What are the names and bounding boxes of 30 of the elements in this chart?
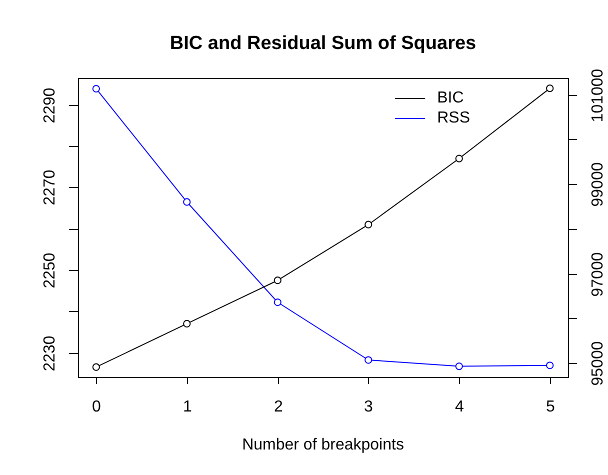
legend-label: BIC	[437, 89, 464, 106]
point	[183, 198, 191, 206]
point	[455, 362, 463, 370]
x-tick-label: 1	[183, 398, 192, 416]
y2-tick-label: 101000	[589, 68, 606, 122]
x-tick-label: 3	[364, 398, 374, 416]
x-tick-label: 0	[92, 398, 102, 416]
y2-tick-label: 97000	[589, 252, 606, 297]
point	[364, 220, 372, 228]
x-axis-title: Number of breakpoints	[242, 436, 404, 454]
point	[92, 363, 100, 371]
legend-label: RSS	[437, 109, 470, 126]
y-tick-label: 2230	[41, 336, 58, 372]
point	[546, 362, 554, 370]
y-tick-label: 2290	[41, 88, 58, 124]
point	[455, 154, 463, 162]
y-tick-label: 2270	[41, 170, 58, 206]
y2-tick-label: 95000	[589, 341, 606, 386]
x-tick-label: 5	[546, 398, 556, 416]
point	[92, 84, 100, 93]
point	[364, 356, 372, 364]
point	[274, 276, 282, 284]
y2-tick-label: 99000	[589, 162, 606, 207]
x-tick-label: 4	[455, 398, 464, 416]
point	[274, 298, 282, 306]
point	[546, 84, 554, 92]
x-tick-label: 2	[274, 398, 284, 416]
chart-title: BIC and Residual Sum of Squares	[170, 33, 476, 54]
y-tick-label: 2250	[41, 252, 58, 288]
point	[183, 320, 191, 328]
